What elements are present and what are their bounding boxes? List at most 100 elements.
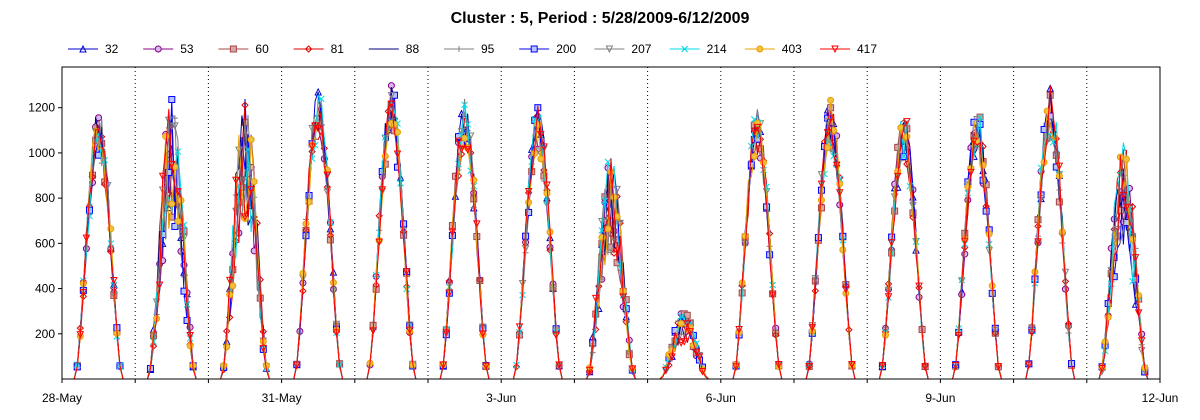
data-point (1135, 292, 1143, 300)
legend-label: 81 (331, 42, 345, 56)
legend-marker (304, 45, 313, 53)
legend-label: 53 (180, 42, 194, 56)
data-point (457, 145, 466, 154)
data-point (95, 151, 103, 159)
y-tick-label: 800 (35, 191, 55, 205)
data-point (601, 197, 609, 205)
data-point (241, 213, 249, 222)
data-point (591, 294, 600, 303)
data-point (387, 100, 396, 109)
data-point (1031, 280, 1039, 287)
data-point (1107, 280, 1115, 288)
data-point (979, 161, 987, 169)
data-point (323, 171, 332, 180)
data-point (994, 363, 1003, 371)
data-point (1122, 155, 1130, 163)
data-point (250, 178, 258, 186)
data-point (1034, 238, 1042, 246)
data-point (753, 123, 762, 132)
y-tick-label: 1000 (28, 146, 55, 160)
data-point (399, 227, 408, 235)
legend-marker (756, 45, 764, 53)
legend-label: 32 (105, 42, 119, 56)
x-tick-label: 31-May (262, 391, 302, 405)
data-point (150, 338, 157, 345)
data-point (186, 332, 194, 340)
data-point (585, 366, 594, 375)
data-point (171, 122, 179, 131)
data-point (314, 125, 323, 133)
data-point (461, 134, 469, 142)
data-point (381, 152, 389, 160)
data-point (402, 268, 411, 276)
data-point (174, 188, 182, 196)
data-point (375, 238, 384, 247)
data-point (817, 196, 825, 204)
data-point (165, 168, 173, 176)
data-point (1122, 203, 1131, 212)
data-point (903, 133, 911, 141)
data-point (604, 225, 612, 233)
data-point (543, 197, 551, 205)
data-point (912, 238, 920, 245)
data-point (174, 217, 182, 225)
data-point (332, 320, 341, 329)
data-point (155, 281, 164, 290)
data-point (848, 361, 856, 369)
data-point (680, 338, 689, 346)
data-point (555, 361, 563, 370)
data-point (760, 158, 767, 166)
data-point (543, 181, 551, 190)
data-point (827, 96, 835, 104)
data-point (976, 114, 984, 121)
data-point (677, 320, 685, 328)
axes: 200 400 600 800 1000 1200 28-May 31-May 3-Jun 6-J… (28, 66, 1178, 405)
data-point (677, 339, 685, 347)
series-417 (62, 85, 1160, 380)
data-point (677, 312, 685, 320)
y-tick-label: 600 (35, 236, 55, 250)
chart-title: Cluster : 5, Period : 5/28/2009-6/12/200… (450, 10, 750, 27)
data-point (405, 326, 414, 335)
data-point (756, 145, 764, 153)
data-point (1129, 277, 1136, 285)
data-point (1134, 309, 1143, 318)
legend-marker (681, 45, 688, 53)
data-point (698, 368, 707, 376)
data-point (540, 143, 548, 152)
data-point (888, 250, 895, 257)
data-point (903, 118, 911, 126)
data-point (525, 198, 533, 206)
legend-label: 88 (406, 42, 420, 56)
data-point (608, 249, 614, 256)
data-point (1129, 235, 1137, 243)
data-point (378, 186, 387, 194)
series-line (62, 85, 1160, 380)
legend-label: 207 (631, 42, 651, 56)
data-point (970, 137, 978, 146)
data-point (223, 343, 231, 351)
data-point (823, 129, 832, 137)
data-point (1131, 300, 1140, 308)
data-point (171, 115, 178, 122)
data-point (158, 172, 167, 181)
data-point (247, 136, 255, 144)
data-point (1040, 125, 1048, 133)
data-point (552, 331, 560, 340)
data-point (985, 230, 993, 238)
data-point (683, 320, 692, 328)
data-point (1049, 136, 1058, 144)
data-point (235, 146, 243, 155)
data-point (442, 329, 451, 337)
data-point (741, 232, 749, 240)
data-point (1098, 365, 1106, 373)
legend: 32 53 60 81 88 95 200 207 214 403 417 (68, 42, 877, 56)
data-point (954, 331, 963, 340)
data-point (760, 166, 767, 174)
series-line (62, 95, 1160, 380)
data-point (479, 330, 487, 338)
data-point (735, 325, 743, 334)
legend-marker (530, 45, 538, 53)
data-point (619, 293, 628, 302)
